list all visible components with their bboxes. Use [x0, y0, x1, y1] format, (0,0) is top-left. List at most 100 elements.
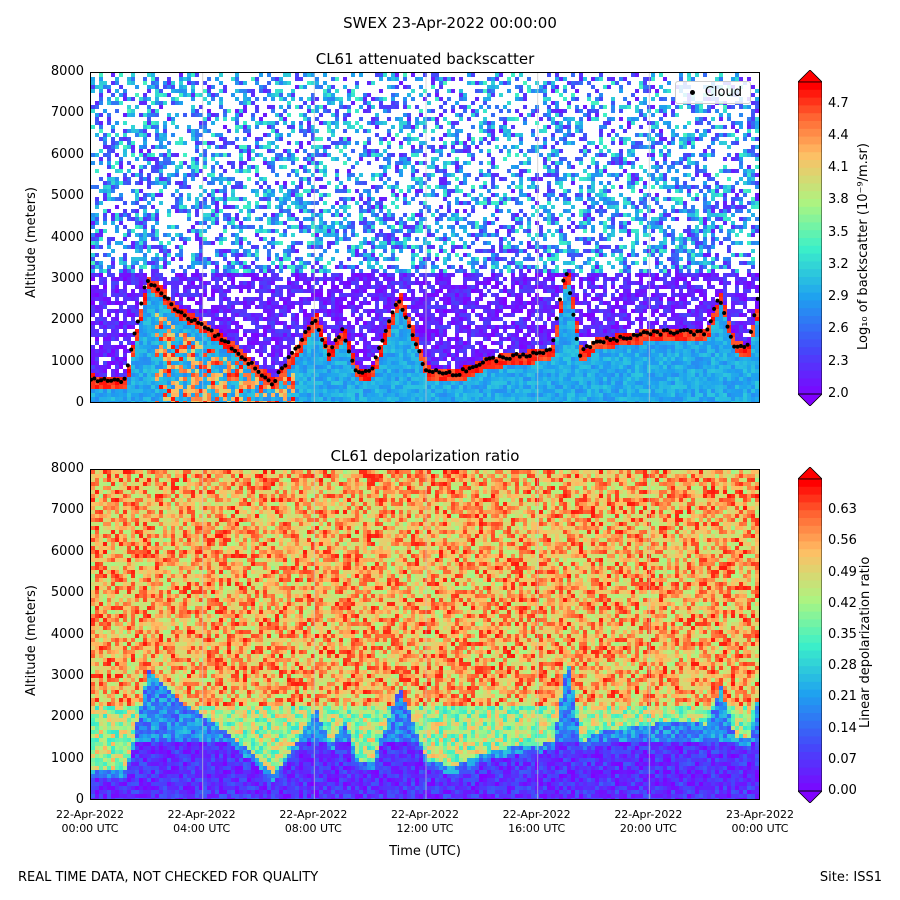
- colorbar-segment: [798, 144, 822, 153]
- cloud-point: [681, 328, 686, 333]
- cloud-point: [501, 355, 506, 360]
- y-tick-label: 0: [34, 792, 84, 807]
- colorbar-segment: [798, 767, 822, 776]
- x-tick-date: 22-Apr-2022: [492, 808, 582, 822]
- depolarization-cells: [91, 470, 759, 799]
- colorbar-segment: [798, 277, 822, 286]
- colorbar-segment: [798, 175, 822, 184]
- cloud-point: [350, 358, 355, 363]
- colorbar-segment: [798, 736, 822, 745]
- cloud-point: [169, 302, 174, 307]
- cloud-point: [216, 332, 221, 337]
- cloud-point: [333, 338, 338, 343]
- cloud-point: [507, 356, 512, 361]
- colorbar-max-extension: [798, 70, 822, 83]
- y-tick-label: 3000: [34, 271, 84, 286]
- colorbar-segment: [798, 97, 822, 106]
- cloud-point: [601, 340, 606, 345]
- cloud-point: [330, 345, 335, 350]
- cloud-point: [129, 347, 134, 352]
- cloud-point: [712, 306, 717, 311]
- colorbar-segment: [798, 525, 822, 535]
- cloud-point: [343, 338, 348, 343]
- colorbar-segment: [798, 486, 822, 496]
- colorbar-tick-label: 2.6: [828, 321, 849, 336]
- colorbar-segment: [798, 697, 822, 706]
- cloud-point: [380, 338, 385, 343]
- cloud-point: [336, 335, 341, 340]
- cloud-point: [584, 344, 589, 349]
- cloud-point: [156, 287, 160, 292]
- colorbar-segment: [798, 316, 822, 325]
- colorbar-segment: [798, 222, 822, 231]
- cloud-point: [437, 370, 442, 375]
- colorbar-tick-label: 2.3: [828, 354, 849, 369]
- cloud-point: [658, 332, 663, 337]
- cloud-point: [497, 354, 502, 359]
- cloud-point: [554, 316, 559, 321]
- cloud-point: [383, 328, 388, 333]
- cloud-point: [725, 324, 730, 329]
- cloud-point: [611, 336, 616, 341]
- colorbar-segment: [798, 650, 822, 659]
- cloud-point: [705, 327, 710, 332]
- x-tick-label: 22-Apr-2022 08:00 UTC: [268, 808, 358, 836]
- colorbar-segment: [798, 121, 822, 130]
- cloud-point: [514, 351, 519, 356]
- cloud-point: [477, 362, 482, 367]
- colorbar-segment: [798, 728, 822, 737]
- cloud-point: [702, 332, 707, 337]
- cloud-point: [353, 368, 358, 373]
- legend[interactable]: Cloud: [674, 81, 751, 104]
- cloud-point: [440, 371, 445, 376]
- colorbar-segment: [798, 674, 822, 683]
- cloud-point: [708, 319, 713, 324]
- colorbar-tick-label: 0.28: [828, 658, 857, 673]
- y-tick-label: 1000: [34, 354, 84, 369]
- cloud-point: [92, 376, 97, 381]
- cloud-point: [209, 328, 214, 333]
- cloud-point: [99, 378, 104, 383]
- cloud-point: [631, 332, 636, 337]
- cloud-point: [504, 356, 509, 361]
- cloud-point: [568, 291, 573, 296]
- x-tick-date: 22-Apr-2022: [45, 808, 135, 822]
- cloud-point: [377, 345, 382, 350]
- cloud-point: [105, 378, 110, 383]
- cloud-point: [430, 369, 435, 374]
- cloud-point: [363, 369, 368, 374]
- cloud-point: [574, 336, 579, 341]
- backscatter-y-label: Altitude (meters): [24, 187, 39, 298]
- cloud-point: [417, 349, 422, 354]
- cloud-point: [735, 344, 740, 349]
- cloud-point: [625, 336, 629, 341]
- cloud-point: [645, 330, 650, 335]
- colorbar-segment: [798, 541, 822, 550]
- cloud-point: [172, 307, 177, 312]
- y-tick-label: 5000: [34, 585, 84, 600]
- colorbar-tick-label: 0.35: [828, 627, 857, 642]
- colorbar-segment: [798, 642, 822, 652]
- colorbar-tick-label: 4.4: [828, 128, 849, 143]
- backscatter-colorbar-label: Log₁₀ of backscatter (10⁻⁹/m.sr): [856, 143, 871, 350]
- cloud-point: [748, 329, 753, 334]
- cloud-point: [132, 331, 137, 336]
- y-tick-label: 1000: [34, 751, 84, 766]
- cloud-point: [578, 353, 583, 358]
- x-tick-time: 08:00 UTC: [268, 822, 358, 836]
- cloud-point: [119, 380, 124, 385]
- colorbar-tick-label: 0.42: [828, 596, 857, 611]
- cloud-point: [340, 327, 345, 332]
- cloud-point: [655, 330, 660, 335]
- cloud-point: [233, 348, 238, 353]
- colorbar-tick-label: 0.14: [828, 721, 857, 736]
- backscatter-cells: [91, 73, 759, 402]
- cloud-point: [256, 369, 261, 374]
- cloud-point: [407, 324, 412, 329]
- cloud-point: [484, 357, 489, 362]
- colorbar-segment: [798, 206, 822, 216]
- colorbar-segment: [798, 370, 822, 379]
- cloud-point: [544, 348, 549, 353]
- colorbar-segment: [798, 596, 822, 605]
- cloud-point: [142, 285, 147, 290]
